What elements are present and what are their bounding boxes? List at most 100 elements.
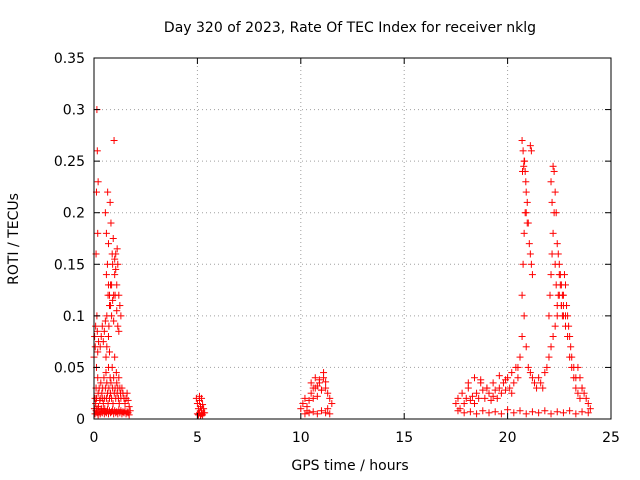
data-point [309, 384, 317, 392]
data-point [584, 409, 592, 417]
data-point [113, 281, 121, 289]
data-point [111, 353, 119, 361]
data-point [111, 255, 119, 263]
data-point [473, 410, 481, 418]
data-point [528, 408, 536, 416]
x-tick-label: 5 [193, 430, 202, 446]
data-point [522, 209, 530, 217]
data-point [546, 291, 554, 299]
data-point [523, 219, 531, 227]
data-point [526, 369, 534, 377]
data-point [493, 394, 501, 402]
data-point [466, 408, 474, 416]
data-point [497, 389, 505, 397]
data-point [479, 386, 487, 394]
data-point [104, 188, 112, 196]
data-point [106, 198, 114, 206]
data-point [523, 198, 531, 206]
data-point [506, 384, 514, 392]
data-point [471, 374, 479, 382]
data-point [97, 379, 105, 387]
data-point [502, 376, 510, 384]
data-point [527, 260, 535, 268]
data-point [547, 178, 555, 186]
data-point [94, 229, 102, 237]
data-point [522, 188, 530, 196]
data-point [535, 409, 543, 417]
data-point [519, 260, 527, 268]
data-point [102, 369, 110, 377]
data-point [94, 178, 102, 186]
data-point [566, 332, 574, 340]
data-point [113, 307, 121, 315]
y-axis-ticks: 0 0.05 0.1 0.15 0.2 0.25 0.3 0.35 [54, 51, 611, 428]
data-point [576, 394, 584, 402]
data-point [114, 260, 122, 268]
data-point [94, 374, 102, 382]
data-point [116, 302, 124, 310]
data-point [553, 408, 561, 416]
data-point [518, 291, 526, 299]
data-point [458, 389, 466, 397]
data-point [200, 409, 208, 417]
data-point [109, 235, 117, 242]
data-point [110, 317, 118, 325]
data-point [491, 386, 499, 394]
data-point [485, 409, 493, 417]
data-point [305, 396, 313, 404]
data-point [495, 372, 503, 380]
data-point [539, 384, 547, 392]
data-point [303, 407, 311, 415]
data-point [92, 322, 100, 330]
data-point [100, 374, 108, 382]
data-point [477, 376, 485, 384]
data-point [105, 322, 113, 330]
data-point [528, 374, 536, 382]
data-point [527, 147, 535, 155]
data-point [514, 363, 522, 371]
data-point [108, 250, 116, 258]
data-point [109, 400, 117, 408]
x-tick-label: 20 [499, 430, 517, 446]
y-tick-label: 0.2 [63, 206, 85, 222]
data-point [96, 343, 104, 351]
data-point [102, 229, 110, 237]
data-point [483, 384, 491, 392]
data-point [117, 312, 125, 320]
data-point [307, 379, 315, 387]
data-point [549, 162, 557, 170]
y-tick-label: 0.35 [54, 51, 85, 67]
data-point [320, 369, 328, 377]
data-point [313, 410, 321, 418]
data-point [502, 386, 510, 394]
data-point [508, 369, 516, 377]
data-point [473, 389, 481, 397]
data-point [572, 410, 580, 418]
data-point [504, 406, 512, 414]
data-point [567, 343, 575, 351]
data-point [489, 379, 497, 387]
y-tick-label: 0.3 [63, 103, 85, 119]
data-point [525, 240, 533, 248]
data-point [549, 332, 557, 340]
data-point [313, 382, 321, 390]
x-tick-label: 10 [292, 430, 310, 446]
x-axis-ticks: 0 5 10 15 20 25 [90, 58, 620, 446]
data-point [460, 400, 468, 408]
data-point [322, 384, 330, 392]
data-point [514, 374, 522, 382]
data-point [123, 389, 131, 397]
data-point [574, 389, 582, 397]
plot-frame [93, 57, 612, 420]
data-point [566, 407, 574, 415]
data-point [522, 410, 530, 418]
data-point [460, 409, 468, 417]
data-point [485, 389, 493, 397]
data-point [552, 209, 560, 217]
data-point [94, 348, 102, 356]
data-point [121, 400, 129, 408]
data-point [454, 394, 462, 402]
data-point [518, 332, 526, 340]
data-point [576, 374, 584, 382]
